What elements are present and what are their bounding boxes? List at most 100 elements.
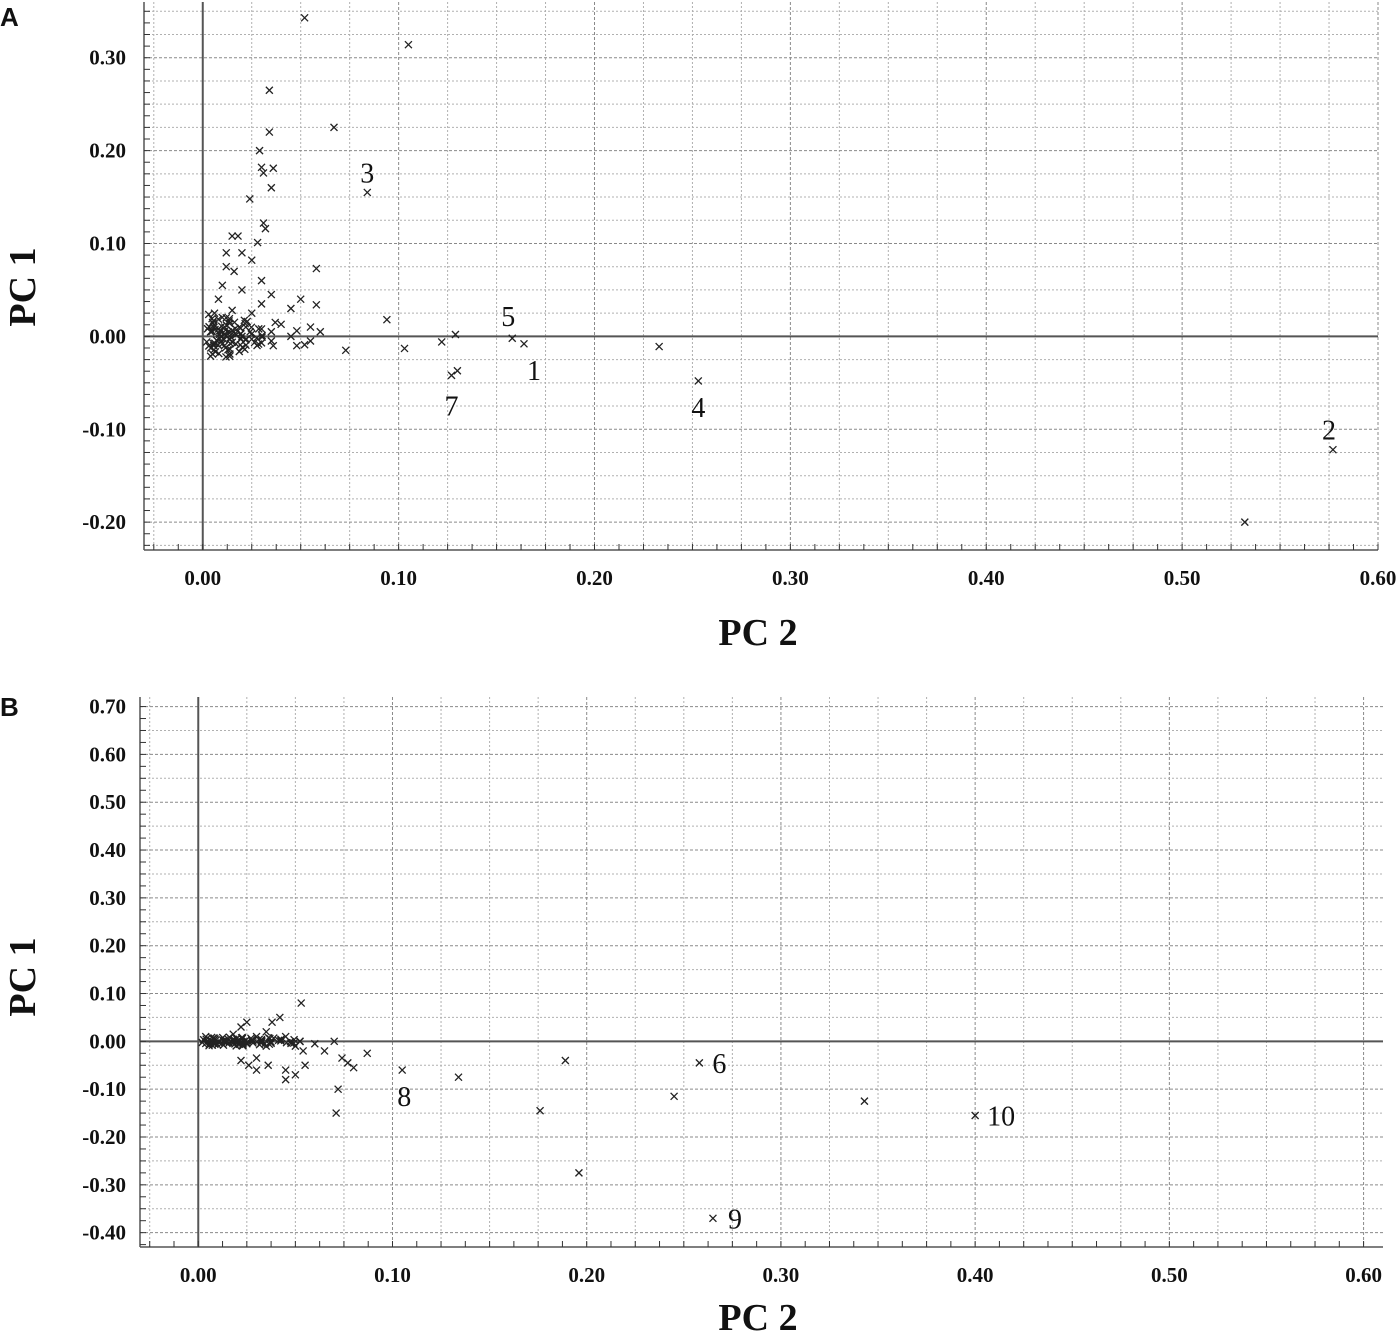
y-tick-label: 0.60 — [89, 742, 126, 766]
data-point-stroke — [237, 1023, 245, 1031]
data-point — [520, 339, 528, 348]
data-point-stroke — [222, 262, 231, 271]
data-point-stroke — [520, 339, 528, 348]
x-tick-label: 0.40 — [968, 566, 1005, 590]
data-point — [860, 1097, 869, 1106]
data-point — [259, 219, 268, 228]
cluster-point-stroke — [286, 1037, 295, 1046]
cluster-point-stroke — [225, 314, 234, 323]
panel-a-x-axis-title: PC 2 — [718, 612, 797, 654]
data-point — [262, 1027, 271, 1036]
y-tick-label: -0.10 — [82, 417, 126, 441]
origin-cluster — [198, 1032, 304, 1050]
data-point — [437, 337, 446, 346]
y-tick-label: -0.10 — [82, 1077, 126, 1101]
y-tick-label: 0.10 — [89, 231, 126, 255]
data-point-stroke — [237, 1056, 245, 1065]
data-point — [299, 1046, 308, 1055]
data-point — [265, 86, 274, 95]
data-point — [257, 276, 266, 285]
data-point-stroke — [454, 1073, 463, 1082]
data-point-stroke — [269, 341, 278, 350]
data-point-stroke — [300, 340, 309, 349]
point-annotation: 3 — [360, 158, 374, 189]
cluster-point-stroke — [235, 347, 244, 356]
x-tick-label: 0.10 — [374, 1263, 411, 1287]
data-point — [210, 309, 219, 318]
cluster-point-stroke — [224, 345, 232, 354]
cluster-point-stroke — [240, 345, 249, 354]
cluster-point-stroke — [228, 1039, 237, 1048]
data-point-stroke — [398, 1066, 407, 1075]
data-point-stroke — [277, 320, 286, 329]
data-point — [228, 306, 237, 315]
cluster-point-stroke — [215, 334, 224, 343]
point-annotation: 8 — [397, 1082, 411, 1113]
point-annotation: 4 — [691, 393, 705, 424]
data-point-stroke — [320, 1046, 329, 1055]
data-point — [300, 13, 309, 22]
data-point-stroke — [306, 337, 315, 345]
cluster-point-stroke — [242, 335, 251, 343]
data-point — [695, 1058, 704, 1067]
data-point — [275, 1013, 284, 1022]
data-point — [244, 1061, 253, 1070]
point-annotation: 5 — [501, 302, 515, 333]
data-point-stroke — [271, 318, 280, 327]
panel-b-letter: B — [0, 692, 19, 722]
panel-a-points — [202, 13, 1337, 527]
data-point-stroke — [286, 304, 295, 313]
y-tick-label: 0.20 — [89, 139, 126, 163]
data-point — [306, 323, 315, 332]
data-point — [291, 1070, 300, 1079]
data-point — [286, 304, 295, 313]
panel-a-frame — [143, 2, 1378, 551]
cluster-point-stroke — [219, 1037, 228, 1046]
data-point — [268, 1018, 277, 1027]
cluster-point-stroke — [228, 1036, 237, 1045]
data-point-stroke — [228, 306, 237, 315]
panel-b-x-axis-title: PC 2 — [718, 1297, 797, 1338]
data-point — [312, 300, 321, 309]
data-point-stroke — [234, 232, 242, 241]
point-annotation: 2 — [1322, 416, 1336, 447]
cluster-point-stroke — [257, 1035, 266, 1044]
data-point — [245, 194, 254, 203]
data-point-stroke — [257, 163, 266, 172]
data-point-stroke — [259, 219, 268, 228]
cluster-point-stroke — [276, 1036, 285, 1045]
cluster-point-stroke — [247, 323, 256, 332]
data-point — [1328, 445, 1337, 454]
y-tick-label: -0.20 — [82, 1125, 126, 1149]
cluster-point-stroke — [202, 337, 211, 346]
data-point — [237, 1023, 245, 1031]
data-point-stroke — [245, 194, 254, 203]
data-point — [694, 376, 703, 385]
cluster-point-stroke — [219, 1041, 228, 1050]
point-annotation: 9 — [728, 1204, 742, 1235]
data-point — [234, 232, 242, 241]
data-point-stroke — [291, 1070, 300, 1079]
x-tick-label: 0.60 — [1345, 1263, 1382, 1287]
data-point — [218, 281, 227, 290]
data-point-stroke — [670, 1092, 679, 1101]
data-point — [257, 163, 266, 172]
x-tick-label: 0.20 — [576, 566, 613, 590]
data-point — [267, 327, 276, 336]
y-tick-label: 0.30 — [89, 886, 126, 910]
data-point — [259, 168, 268, 177]
panel-b-ticks: 0.00 0.10 0.20 0.30 0.40 0.50 0.60 -0.40 -0.30 -0… — [82, 695, 1382, 1287]
data-point — [330, 123, 338, 132]
data-point-stroke — [312, 264, 321, 273]
data-point-stroke — [312, 300, 321, 309]
data-point — [261, 224, 270, 233]
cluster-point-stroke — [296, 1037, 304, 1046]
cluster-point-stroke — [208, 314, 217, 323]
data-point — [341, 346, 350, 355]
data-point-stroke — [257, 324, 266, 333]
data-point — [222, 262, 231, 271]
cluster-point-stroke — [269, 1034, 278, 1043]
data-point-stroke — [257, 299, 266, 308]
y-tick-label: 0.70 — [89, 695, 126, 719]
cluster-point-stroke — [247, 1034, 255, 1043]
